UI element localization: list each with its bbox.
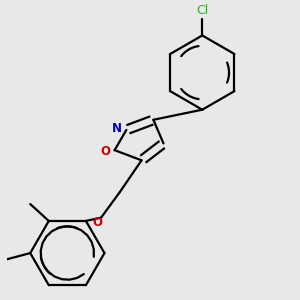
Text: Cl: Cl — [196, 4, 208, 17]
Text: O: O — [100, 146, 110, 158]
Text: N: N — [112, 122, 122, 135]
Text: O: O — [93, 216, 103, 229]
